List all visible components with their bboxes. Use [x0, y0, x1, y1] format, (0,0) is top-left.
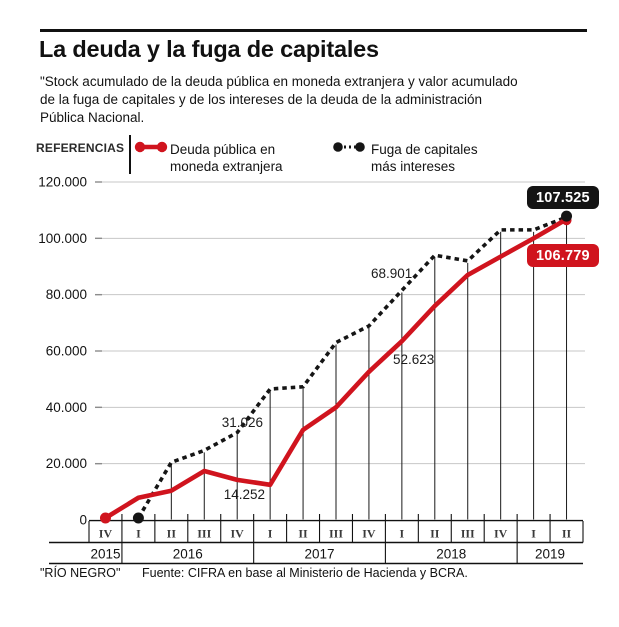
svg-text:IV: IV — [99, 527, 113, 541]
svg-text:III: III — [197, 527, 211, 541]
svg-text:IV: IV — [231, 527, 245, 541]
svg-text:III: III — [461, 527, 475, 541]
svg-text:IV: IV — [494, 527, 508, 541]
value-annotation-fuga-2017: 68.901 — [371, 266, 413, 281]
fuga-series-swatch — [333, 142, 365, 152]
deuda-series-label: Deuda pública en moneda extranjera — [170, 142, 283, 174]
deuda-series-swatch — [134, 141, 168, 153]
svg-text:II: II — [298, 527, 308, 541]
svg-text:IV: IV — [362, 527, 376, 541]
svg-text:I: I — [268, 527, 273, 541]
series-endpoint-dots — [99, 210, 573, 524]
page-title: La deuda y la fuga de capitales — [39, 36, 379, 62]
y-gridlines — [95, 181, 585, 465]
end-value-badge-fuga: 107.525 — [527, 186, 599, 209]
svg-text:2019: 2019 — [535, 547, 565, 562]
svg-text:80.000: 80.000 — [46, 287, 87, 302]
value-annotation-fuga-2016: 31.026 — [221, 415, 263, 430]
svg-text:2017: 2017 — [305, 547, 335, 562]
svg-text:2015: 2015 — [90, 547, 120, 562]
fuga-line — [136, 215, 568, 519]
svg-text:40.000: 40.000 — [46, 400, 87, 415]
svg-text:I: I — [531, 527, 536, 541]
svg-text:II: II — [430, 527, 440, 541]
svg-text:I: I — [400, 527, 405, 541]
value-annotation-deuda-2017: 52.623 — [393, 352, 435, 367]
chart-subtitle: "Stock acumulado de la deuda pública en … — [40, 74, 518, 125]
legend-title: REFERENCIAS — [36, 141, 125, 155]
legend-separator — [129, 135, 131, 174]
svg-text:2016: 2016 — [173, 547, 203, 562]
credit: "RÍO NEGRO" — [40, 566, 121, 580]
svg-text:II: II — [562, 527, 572, 541]
svg-text:III: III — [329, 527, 343, 541]
source: Fuente: CIFRA en base al Ministerio de H… — [142, 566, 468, 580]
svg-text:II: II — [167, 527, 177, 541]
svg-text:0: 0 — [79, 513, 87, 528]
top-rule — [40, 29, 587, 32]
svg-text:60.000: 60.000 — [46, 344, 87, 359]
svg-text:120.000: 120.000 — [38, 175, 87, 190]
deuda-line — [104, 217, 568, 520]
svg-text:I: I — [136, 527, 141, 541]
end-value-badge-deuda: 106.779 — [527, 244, 599, 267]
annotation-drop-lines — [170, 219, 568, 520]
svg-text:100.000: 100.000 — [38, 231, 87, 246]
svg-text:2018: 2018 — [436, 547, 466, 562]
fuga-series-label: Fuga de capitales más intereses — [371, 142, 478, 174]
svg-text:20.000: 20.000 — [46, 456, 87, 471]
value-annotation-deuda-2016: 14.252 — [223, 487, 265, 502]
y-axis-labels: 0 20.000 40.000 60.000 80.000 100.000 120.000 — [38, 175, 87, 528]
